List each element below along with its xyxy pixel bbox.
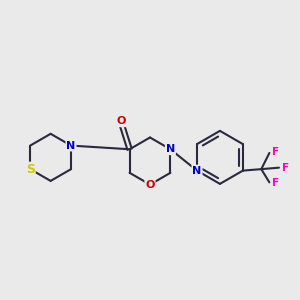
Text: N: N <box>66 141 76 151</box>
Text: N: N <box>166 144 175 154</box>
Text: F: F <box>272 147 279 157</box>
Text: N: N <box>192 166 202 176</box>
Text: O: O <box>145 180 155 190</box>
Text: F: F <box>272 178 279 188</box>
Text: F: F <box>282 163 289 173</box>
Text: O: O <box>116 116 125 126</box>
Text: S: S <box>26 163 35 176</box>
